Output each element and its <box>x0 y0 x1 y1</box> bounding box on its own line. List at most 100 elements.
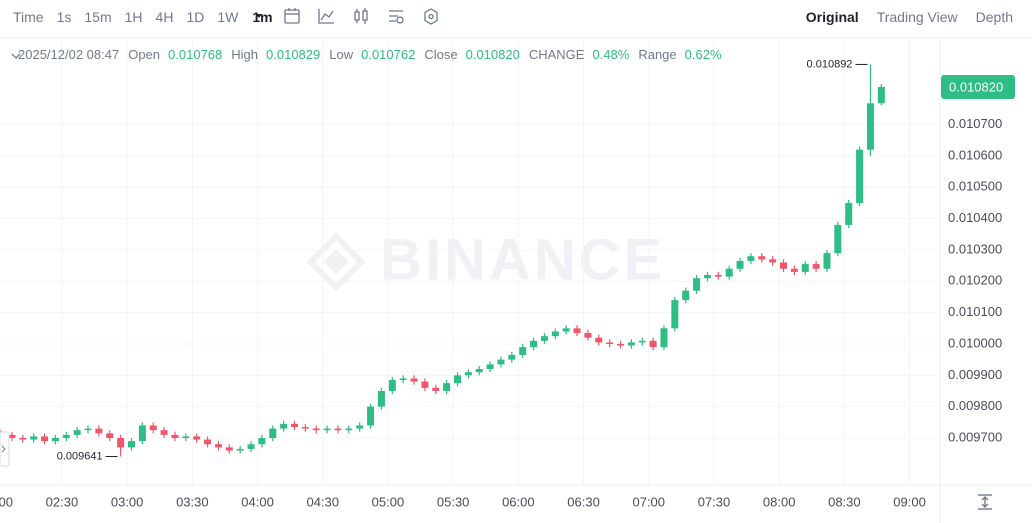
interval-list: 1s 15m 1H 4H 1D 1W <box>44 9 239 25</box>
candle-body <box>530 340 538 348</box>
collapse-icon[interactable] <box>11 53 21 59</box>
candle-body <box>356 425 364 429</box>
view-tab[interactable]: Original <box>805 9 859 25</box>
y-tick-label: 0.010300 <box>948 241 1002 256</box>
candle-body <box>62 434 70 438</box>
toolbar-icons <box>284 8 438 25</box>
candle-body <box>812 264 820 269</box>
active-interval[interactable]: 1m <box>252 9 273 25</box>
ohlc-label: CHANGE <box>528 47 585 62</box>
candle-body <box>399 378 407 381</box>
x-tick-label: 02:00 <box>0 494 13 509</box>
candle-body <box>160 430 168 435</box>
candle-body <box>95 428 103 434</box>
candle-body <box>73 430 81 435</box>
candle-body <box>117 437 125 448</box>
interval[interactable]: 1D <box>186 9 205 25</box>
candle-body <box>236 448 244 451</box>
y-tick-label: 0.009800 <box>948 398 1002 413</box>
candle-body <box>660 328 668 348</box>
watermark-text: BINANCE <box>380 227 665 292</box>
y-tick-label: 0.009700 <box>948 429 1002 444</box>
candle-body <box>508 354 516 360</box>
candle-body <box>649 340 657 348</box>
x-tick-label: 07:00 <box>632 494 665 509</box>
candle-body <box>454 375 462 384</box>
extreme-label: 0.009641 <box>57 450 103 462</box>
candle-body <box>627 342 635 346</box>
current-price-tag <box>941 75 1015 100</box>
candle-body <box>367 406 375 426</box>
x-tick-label: 07:30 <box>698 494 731 509</box>
candle-body <box>573 328 581 334</box>
candle-icon[interactable] <box>354 8 368 24</box>
candle-body <box>377 390 385 407</box>
view-tab[interactable]: Depth <box>975 9 1013 25</box>
candle-body <box>8 434 16 438</box>
candle-body <box>421 381 429 388</box>
candle-body <box>464 372 472 376</box>
candle-body <box>845 202 853 225</box>
candle-body <box>84 428 92 431</box>
x-tick-label: 09:00 <box>893 494 926 509</box>
candle-body <box>856 149 864 203</box>
time-label[interactable]: Time <box>13 9 44 25</box>
candle-body <box>877 87 885 104</box>
candle-body <box>714 275 722 277</box>
candle-body <box>584 333 592 338</box>
candle-body <box>290 423 298 428</box>
y-tick-label: 0.010700 <box>948 116 1002 131</box>
interval[interactable]: 1W <box>217 9 239 25</box>
settings-list-icon[interactable] <box>389 10 404 24</box>
x-tick-label: 08:30 <box>828 494 861 509</box>
x-tick-label: 04:30 <box>306 494 339 509</box>
x-tick-label: 05:00 <box>372 494 405 509</box>
x-tick-label: 05:30 <box>437 494 470 509</box>
interval[interactable]: 15m <box>84 9 112 25</box>
ohlc-value: 0.010768 <box>168 47 223 62</box>
candle-body <box>443 383 451 391</box>
candle-body <box>214 444 222 448</box>
candle-body <box>301 427 309 429</box>
candle-body <box>486 364 494 370</box>
candle-body <box>51 437 59 442</box>
candle-body <box>497 359 505 365</box>
candle-body <box>617 343 625 346</box>
interval[interactable]: 1s <box>56 9 72 25</box>
candle-body <box>780 262 788 269</box>
candle-body <box>410 378 418 382</box>
candle-body <box>280 423 288 429</box>
candle-body <box>606 342 614 344</box>
extreme-label: 0.010892 <box>807 58 853 70</box>
interval[interactable]: 1H <box>124 9 143 25</box>
candle-body <box>801 264 809 272</box>
candle-body <box>247 444 255 449</box>
x-tick-label: 03:00 <box>111 494 144 509</box>
candle-body <box>432 387 440 391</box>
interval-caret[interactable] <box>256 14 262 18</box>
candle-body <box>693 278 701 291</box>
settings-icon[interactable] <box>424 8 438 25</box>
ohlc-value: 0.010762 <box>361 47 416 62</box>
candle-body <box>334 428 342 431</box>
reset-scale-icon[interactable] <box>978 494 992 510</box>
candle-body <box>269 428 277 438</box>
y-tick-label: 0.010000 <box>948 335 1002 350</box>
calendar-icon[interactable] <box>284 8 300 24</box>
candle-body <box>323 428 331 431</box>
x-tick-label: 06:00 <box>502 494 535 509</box>
view-tab[interactable]: Trading View <box>876 9 958 25</box>
y-tick-label: 0.010200 <box>948 273 1002 288</box>
interval[interactable]: 4H <box>155 9 174 25</box>
candle-body <box>388 380 396 391</box>
ohlc-label: Low <box>329 47 354 62</box>
current-price-label: 0.010820 <box>949 79 1003 94</box>
y-tick-label: 0.010400 <box>948 210 1002 225</box>
candle-body <box>769 259 777 263</box>
view-tabs: Original Trading View Depth <box>806 9 1013 25</box>
indicator-icon[interactable] <box>318 9 334 24</box>
candle-body <box>703 275 711 279</box>
watermark: BINANCE <box>306 227 665 292</box>
candle-body <box>193 436 201 440</box>
ohlc-value: 0.010820 <box>465 47 520 62</box>
